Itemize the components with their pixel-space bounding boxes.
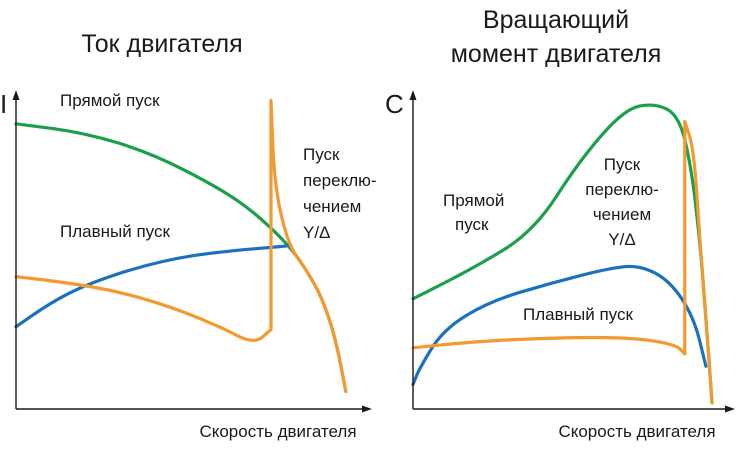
- current-annotation-star-delta-3: чением: [303, 197, 361, 216]
- torque-annotation-star-delta-4: Y/Δ: [608, 230, 635, 249]
- current-y-axis-label: I: [0, 89, 7, 119]
- torque-annotation-direct-2: пуск: [455, 215, 489, 234]
- current-annotation-star-delta-2: переклю-: [303, 171, 377, 190]
- current-x-axis-label: Скорость двигателя: [199, 422, 356, 441]
- current-chart-axes: [12, 90, 372, 413]
- current-annotation-soft: Плавный пуск: [60, 222, 170, 241]
- torque-series-star-delta: [411, 119, 714, 405]
- torque-series-direct: [411, 103, 714, 405]
- torque-x-arrow: [725, 405, 735, 413]
- torque-annotation-star-delta-3: чением: [593, 205, 651, 224]
- current-annotation-direct: Прямой пуск: [60, 91, 160, 110]
- current-annotation-star-delta-4: Y/Δ: [303, 223, 330, 242]
- current-annotation-star-delta-1: Пуск: [303, 145, 340, 164]
- current-chart-title: Ток двигателя: [81, 30, 242, 58]
- current-y-arrow: [12, 90, 20, 100]
- current-x-arrow: [362, 405, 372, 413]
- torque-y-axis-label: C: [385, 89, 404, 119]
- torque-y-arrow: [409, 90, 417, 100]
- torque-chart-title-line1: Вращающий: [483, 6, 629, 34]
- torque-series-soft: [411, 264, 708, 387]
- torque-annotation-star-delta-2: переклю-: [585, 180, 659, 199]
- torque-annotation-soft: Плавный пуск: [523, 305, 633, 324]
- torque-annotation-direct-1: Прямой: [443, 191, 504, 210]
- torque-chart-axes: [409, 90, 735, 413]
- current-series-star-delta: [14, 98, 348, 393]
- torque-x-axis-label: Скорость двигателя: [558, 422, 715, 441]
- torque-annotation-star-delta-1: Пуск: [604, 155, 641, 174]
- torque-chart-title-line2: момент двигателя: [451, 40, 662, 68]
- current-series-soft: [14, 244, 290, 329]
